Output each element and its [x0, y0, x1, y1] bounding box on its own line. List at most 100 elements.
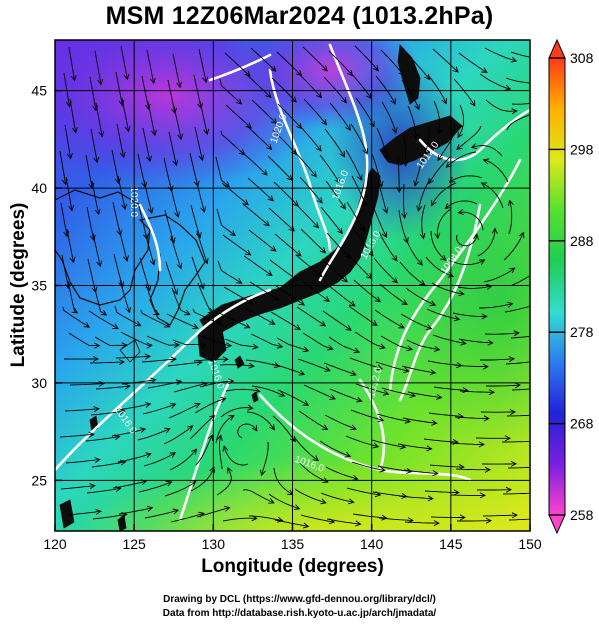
- streamline: [63, 72, 70, 107]
- streamline: [167, 361, 202, 367]
- streamline-arrowhead: [124, 383, 131, 390]
- streamline-arrowhead: [404, 417, 412, 424]
- streamline-arrowhead: [347, 69, 354, 77]
- streamline: [275, 285, 305, 306]
- streamline: [167, 79, 176, 114]
- streamline-arrowhead: [429, 369, 437, 376]
- streamline: [217, 260, 242, 284]
- streamline: [90, 128, 98, 163]
- streamline: [349, 357, 383, 370]
- streamline: [299, 462, 328, 483]
- streamline-arrowhead: [220, 396, 227, 403]
- streamline-arrowhead: [216, 434, 223, 441]
- streamline: [220, 407, 253, 418]
- streamline: [85, 436, 120, 442]
- streamline: [353, 279, 381, 303]
- streamline-arrowhead: [312, 222, 320, 229]
- streamline: [327, 284, 356, 307]
- streamline: [458, 338, 493, 344]
- streamline: [246, 125, 272, 150]
- streamline: [277, 103, 302, 129]
- streamline-arrowhead: [192, 323, 199, 330]
- streamline: [424, 490, 460, 494]
- map-title: MSM 12Z06Mar2024 (1013.2hPa): [105, 2, 494, 30]
- streamline-arrowhead: [216, 320, 224, 326]
- streamline: [147, 101, 156, 136]
- streamline: [62, 306, 90, 328]
- streamline-arrowhead: [349, 300, 356, 307]
- streamline-arrowhead: [372, 442, 380, 449]
- streamline: [242, 489, 275, 504]
- streamline-arrowhead: [401, 212, 408, 219]
- credit-data: Data from http://database.rish.kyoto-u.a…: [162, 608, 437, 619]
- streamline-arrowhead: [453, 489, 460, 496]
- x-tick-label: 135: [281, 536, 305, 552]
- streamline-arrowhead: [184, 309, 191, 316]
- streamline: [274, 519, 309, 527]
- streamline: [502, 492, 530, 495]
- streamline: [215, 415, 235, 444]
- streamline-arrowhead: [200, 342, 207, 349]
- streamline-arrowhead: [89, 234, 96, 242]
- streamline: [348, 305, 378, 326]
- streamline-arrowhead: [169, 237, 176, 244]
- streamline: [117, 175, 126, 210]
- streamline-arrowhead: [96, 260, 103, 268]
- land-outlines: [55, 44, 463, 531]
- streamline-arrowhead: [391, 277, 399, 284]
- streamline: [146, 49, 155, 84]
- streamline: [377, 465, 412, 473]
- streamline-arrowhead: [482, 158, 490, 165]
- streamline-arrowhead: [510, 460, 517, 467]
- streamline: [68, 46, 76, 81]
- streamline: [223, 445, 249, 466]
- streamline-arrowhead: [433, 345, 441, 352]
- streamline: [437, 208, 452, 239]
- streamline: [273, 181, 299, 207]
- streamline: [294, 202, 319, 229]
- streamline-arrowhead: [419, 232, 426, 240]
- streamline-arrowhead: [269, 424, 275, 431]
- streamline-arrowhead: [83, 322, 91, 328]
- streamline-arrowhead: [509, 267, 516, 274]
- streamline-arrowhead: [247, 404, 254, 411]
- streamline: [219, 78, 242, 105]
- streamline: [170, 512, 205, 523]
- streamline-arrowhead: [169, 402, 177, 409]
- y-tick-label: 25: [31, 472, 47, 488]
- streamline-arrowhead: [229, 230, 236, 237]
- streamline: [111, 428, 146, 437]
- streamline-arrowhead: [508, 356, 515, 363]
- streamline: [191, 256, 205, 290]
- streamline-arrowhead: [432, 470, 439, 477]
- streamline: [221, 182, 249, 206]
- streamline-arrowhead: [222, 356, 229, 363]
- streamline-arrowhead: [144, 401, 152, 408]
- streamline: [118, 507, 153, 515]
- streamline: [245, 359, 280, 367]
- streamline: [250, 47, 277, 72]
- streamline-arrowhead: [176, 262, 183, 270]
- streamline-arrowhead: [505, 486, 512, 493]
- streamline: [120, 331, 152, 346]
- streamline: [251, 385, 285, 397]
- streamline-arrowhead: [382, 389, 390, 396]
- streamline: [143, 452, 176, 467]
- streamline: [218, 312, 250, 329]
- colorbar-tick-label: 308: [570, 50, 594, 66]
- streamline-arrowhead: [97, 78, 104, 86]
- streamline: [141, 358, 176, 363]
- streamline: [69, 383, 105, 386]
- axis-ticks: 120 125 130 135 140 145 150 25 30 35 40 45: [31, 83, 541, 552]
- streamline-arrowhead: [440, 254, 447, 261]
- streamline-arrowhead: [487, 339, 494, 346]
- streamline-arrowhead: [479, 492, 486, 499]
- streamline-arrowhead: [377, 416, 385, 423]
- streamline-arrowhead: [139, 427, 147, 434]
- streamline-arrowhead: [207, 434, 213, 441]
- streamline-arrowhead: [406, 468, 413, 474]
- streamline: [423, 438, 458, 443]
- streamline-arrowhead: [506, 301, 514, 308]
- streamline: [303, 98, 327, 125]
- colorbar-tick-label: 268: [570, 416, 594, 432]
